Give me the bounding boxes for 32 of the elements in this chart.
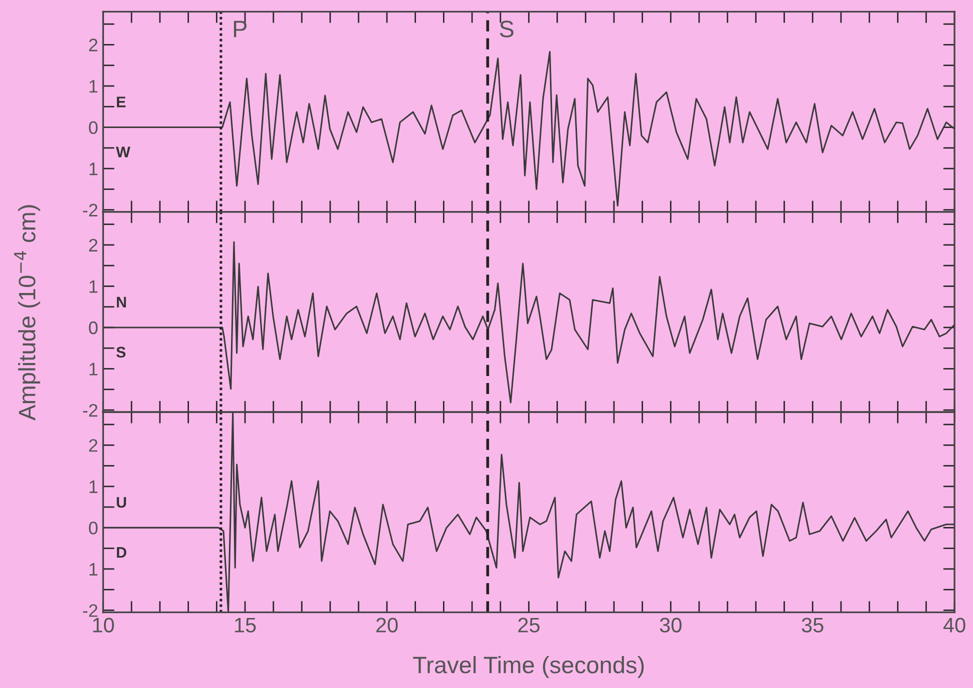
y-tick-label: 1 bbox=[90, 480, 98, 493]
annotation: N bbox=[116, 296, 126, 308]
y-tick-label: 2 bbox=[89, 439, 98, 452]
y-tick-label: 1 bbox=[90, 80, 98, 93]
y-tick-label: -2 bbox=[83, 404, 98, 417]
annotation: W bbox=[116, 146, 130, 158]
y-tick-label: -2 bbox=[83, 604, 98, 617]
y-axis-title: Amplitude (10$^{−4}$ cm) bbox=[14, 205, 40, 420]
y-tick-label: -2 bbox=[83, 204, 98, 216]
x-tick-label: 40 bbox=[943, 618, 966, 632]
x-tick-label: 25 bbox=[518, 618, 540, 632]
y-tick-label: 0 bbox=[88, 121, 98, 134]
x-tick-label: 15 bbox=[235, 618, 256, 632]
y-tick-label: 1 bbox=[90, 563, 98, 576]
y-tick-label: 2 bbox=[89, 238, 98, 252]
ref-line-label: S bbox=[500, 20, 514, 38]
x-tick-label: 10 bbox=[93, 618, 114, 632]
y-tick-label: 0 bbox=[88, 321, 98, 334]
y-tick-label: 2 bbox=[89, 38, 98, 52]
y-tick-label: 0 bbox=[88, 522, 98, 534]
x-tick-label: 20 bbox=[376, 618, 398, 632]
annotation: S bbox=[116, 346, 126, 358]
annotation: D bbox=[116, 547, 126, 558]
x-tick-label: 35 bbox=[802, 618, 824, 632]
y-tick-label: 1 bbox=[90, 162, 98, 176]
ref-line-label: P bbox=[234, 20, 247, 38]
x-tick-label: 30 bbox=[660, 618, 682, 632]
annotation: E bbox=[116, 96, 126, 108]
x-axis-title: Travel Time (seconds) bbox=[413, 656, 644, 678]
annotation: U bbox=[116, 497, 126, 508]
y-tick-label: 1 bbox=[90, 362, 98, 376]
y-tick-label: 1 bbox=[90, 280, 98, 293]
